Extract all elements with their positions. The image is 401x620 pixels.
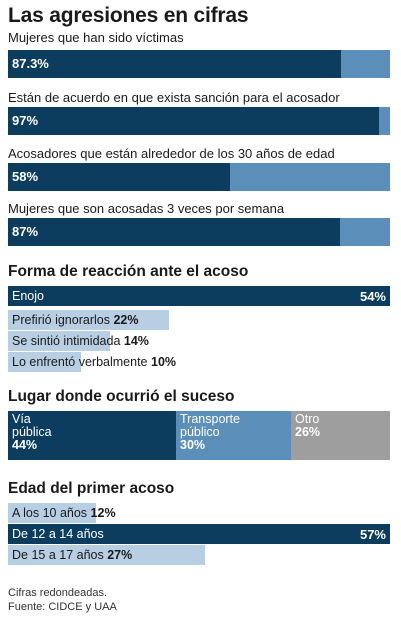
reaction-label: Se sintió intimidada — [12, 334, 121, 348]
place-value: 26% — [295, 425, 321, 439]
reaction-bar: Prefirió ignorarlos 22% — [8, 310, 169, 330]
place-segment-via-publica: Vía pública 44% — [8, 411, 176, 460]
place-segment-otro: Otro 26% — [291, 411, 390, 460]
place-label: Otro — [295, 412, 320, 426]
footer-note: Cifras redondeadas. — [8, 587, 108, 599]
reaction-bar: Lo enfrentó verbalmente 10% — [8, 352, 176, 372]
reaction-label: Prefirió ignorarlos — [12, 313, 110, 327]
stat-value: 87% — [12, 224, 39, 239]
reaction-bar: Se sintió intimidada 14% — [8, 331, 149, 351]
reaction-value: 22% — [113, 313, 139, 327]
stat-label: Mujeres que han sido víctimas — [8, 30, 184, 45]
footer: Cifras redondeadas. Fuente: CIDCE y UAA — [8, 586, 117, 614]
stat-label: Están de acuerdo en que exista sanción p… — [8, 90, 340, 105]
place-label: público — [180, 425, 220, 439]
page-title: Las agresiones en cifras — [8, 4, 249, 27]
stat-bar-track: 97% — [8, 107, 390, 135]
stat-value: 97% — [12, 113, 39, 128]
reaction-label: Lo enfrentó verbalmente — [12, 355, 148, 369]
stat-value: 58% — [12, 169, 39, 184]
footer-source: Fuente: CIDCE y UAA — [8, 601, 117, 613]
place-label: pública — [12, 425, 52, 439]
place-value: 30% — [180, 438, 206, 452]
age-bar-12-14: De 12 a 14 años 57% — [8, 524, 390, 544]
place-title: Lugar donde ocurrió el suceso — [8, 388, 235, 405]
age-value: 27% — [107, 548, 133, 562]
age-label: A los 10 años — [12, 506, 88, 520]
reaction-bar-enojo: Enojo 54% — [8, 286, 390, 306]
age-label: De 12 a 14 años — [12, 527, 104, 541]
stat-label: Acosadores que están alrededor de los 30… — [8, 146, 335, 161]
age-bar: A los 10 años 12% — [8, 503, 116, 523]
place-value: 44% — [12, 438, 38, 452]
stat-bar-track: 87% — [8, 218, 390, 246]
place-segment-transporte-publico: Transporte público 30% — [176, 411, 291, 460]
age-label: De 15 a 17 años — [12, 548, 104, 562]
reaction-value: 14% — [123, 334, 149, 348]
age-bar: De 15 a 17 años 27% — [8, 545, 205, 565]
reaction-label: Enojo — [12, 289, 44, 303]
stat-bar-track: 58% — [8, 163, 390, 191]
reaction-title: Forma de reacción ante el acoso — [8, 263, 249, 280]
stat-bar — [8, 107, 379, 135]
reaction-value: 10% — [151, 355, 177, 369]
stat-bar — [8, 218, 341, 246]
stat-label: Mujeres que son acosadas 3 veces por sem… — [8, 201, 285, 216]
age-title: Edad del primer acoso — [8, 480, 175, 497]
stat-bar — [8, 163, 230, 191]
reaction-value: 54% — [359, 289, 386, 304]
stat-bar — [8, 50, 342, 78]
age-value: 57% — [359, 527, 386, 542]
place-label: Transporte — [180, 412, 240, 426]
stat-value: 87.3% — [12, 56, 49, 71]
age-value: 12% — [90, 506, 116, 520]
place-label: Vía — [12, 412, 31, 426]
stat-bar-track: 87.3% — [8, 50, 390, 78]
